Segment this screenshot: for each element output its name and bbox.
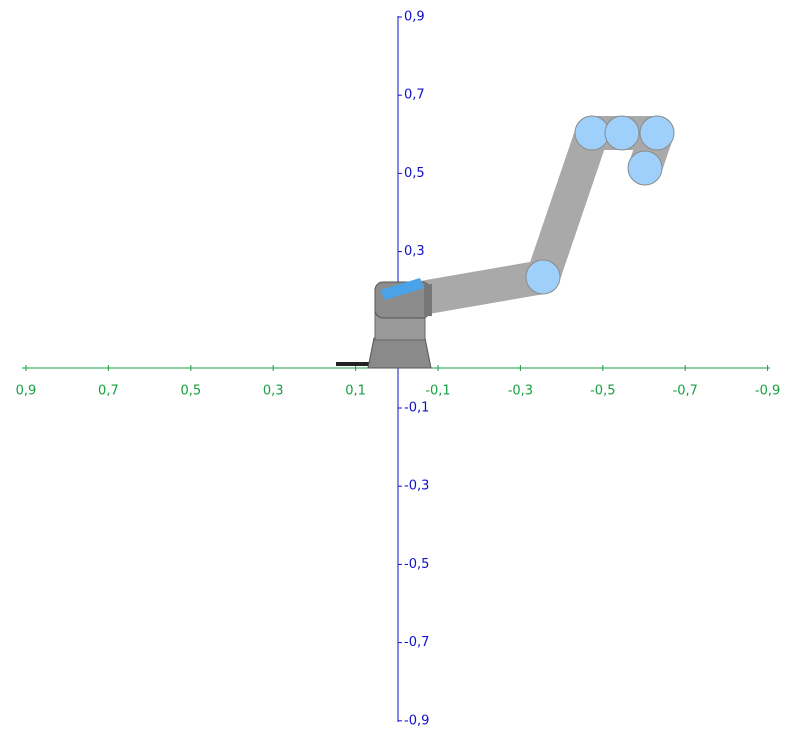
x-tick-label: 0,7: [98, 384, 119, 399]
cable: [336, 362, 370, 366]
joint: [627, 150, 663, 186]
y-tick-label: -0,1: [404, 401, 429, 416]
y-tick-label: 0,9: [404, 10, 425, 25]
joint: [574, 115, 610, 151]
shoulder-cap: [380, 278, 424, 300]
y-tick-label: -0,5: [404, 557, 429, 572]
y-tick-label: 0,5: [404, 166, 425, 181]
x-tick-label: 0,9: [16, 384, 37, 399]
joint: [639, 115, 675, 151]
x-tick-label: 0,5: [180, 384, 201, 399]
joints: [525, 115, 675, 295]
x-tick-label: -0,9: [755, 384, 780, 399]
x-tick-label: -0,7: [673, 384, 698, 399]
robot: [336, 115, 675, 369]
shoulder-flange: [424, 284, 432, 316]
x-tick-label: -0,1: [425, 384, 450, 399]
robot-base: [367, 337, 432, 369]
y-tick-label: 0,3: [404, 244, 425, 259]
x-tick-label: -0,3: [508, 384, 533, 399]
x-tick-label: 0,1: [345, 384, 366, 399]
x-tick-label: 0,3: [263, 384, 284, 399]
y-tick-label: 0,7: [404, 88, 425, 103]
tick-labels: 0,9 0,7 0,5 0,3 0,1 -0,1 -0,3 -0,5 -0,7 -0,9 0,9 0,…: [16, 10, 781, 729]
joint: [525, 259, 561, 295]
y-tick-label: -0,3: [404, 479, 429, 494]
joint: [604, 115, 640, 151]
y-tick-label: -0,9: [404, 713, 429, 728]
x-tick-label: -0,5: [590, 384, 615, 399]
y-tick-label: -0,7: [404, 635, 429, 650]
